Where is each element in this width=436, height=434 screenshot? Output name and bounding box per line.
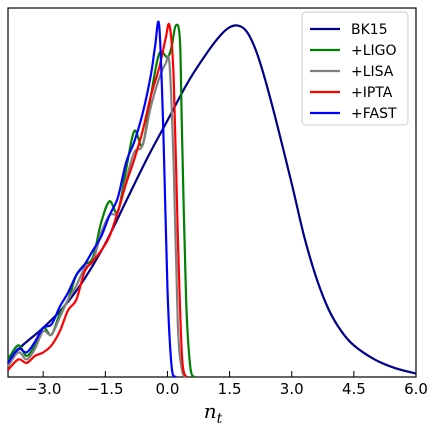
x-tick-label: 1.5 — [218, 380, 242, 398]
legend-box — [301, 11, 409, 126]
series-line-fast — [7, 20, 177, 378]
plot-frame — [7, 7, 417, 378]
legend-label: +LISA — [351, 64, 394, 80]
series-line-lisa — [7, 55, 188, 378]
legend-label: +LIGO — [351, 43, 397, 59]
x-axis-label: nt — [204, 399, 223, 427]
series-line-bk15 — [7, 24, 417, 375]
x-tick-label: 4.5 — [342, 380, 366, 398]
x-tick-label: −1.5 — [87, 380, 123, 398]
x-axis-label-subscript: t — [217, 411, 223, 427]
x-ticks: −3.0 −1.5 0.0 1.5 3.0 4.5 6.0 — [25, 371, 428, 398]
x-tick-label: −3.0 — [25, 380, 61, 398]
x-tick-label: 0.0 — [156, 380, 180, 398]
x-tick-label: 3.0 — [280, 380, 304, 398]
series-line-ipta — [7, 22, 188, 378]
legend: BK15 +LIGO +LISA +IPTA +FAST — [301, 11, 409, 126]
series-line-ligo — [7, 23, 196, 378]
series-group — [7, 20, 417, 378]
legend-label: BK15 — [351, 22, 388, 38]
legend-label: +FAST — [351, 106, 397, 122]
x-tick-label: 6.0 — [404, 380, 428, 398]
legend-label: +IPTA — [351, 85, 393, 101]
